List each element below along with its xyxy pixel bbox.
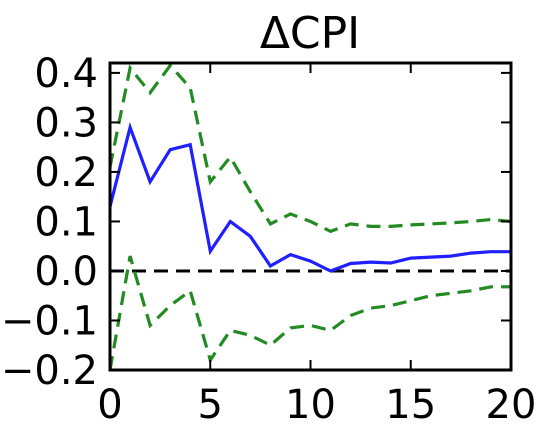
y-tick-label: 0.1: [34, 199, 98, 245]
y-tick-label: 0.0: [34, 249, 98, 295]
plot-area: [108, 61, 513, 372]
series-line-upper-band: [110, 63, 511, 234]
x-tick-label: 15: [385, 382, 436, 428]
x-axis: 0 5 10 15 20: [97, 63, 536, 428]
x-tick-label: 5: [198, 382, 223, 428]
series-line-impulse-response: [110, 122, 511, 273]
y-axis: 0.40.30.20.10.0−0.1−0.2: [1, 51, 511, 394]
plot-frame: [108, 61, 513, 372]
series-group: [110, 63, 511, 370]
series-line-lower-band: [110, 255, 511, 370]
x-tick-label: 20: [486, 382, 537, 428]
y-tick-label: −0.1: [1, 298, 98, 344]
y-tick-label: −0.2: [1, 348, 98, 394]
x-tick-label: 10: [285, 382, 336, 428]
chart-title: ΔCPI: [260, 8, 360, 59]
x-tick-label: 0: [97, 382, 122, 428]
y-tick-label: 0.3: [34, 100, 98, 146]
y-tick-label: 0.4: [34, 51, 98, 97]
y-tick-label: 0.2: [34, 150, 98, 196]
